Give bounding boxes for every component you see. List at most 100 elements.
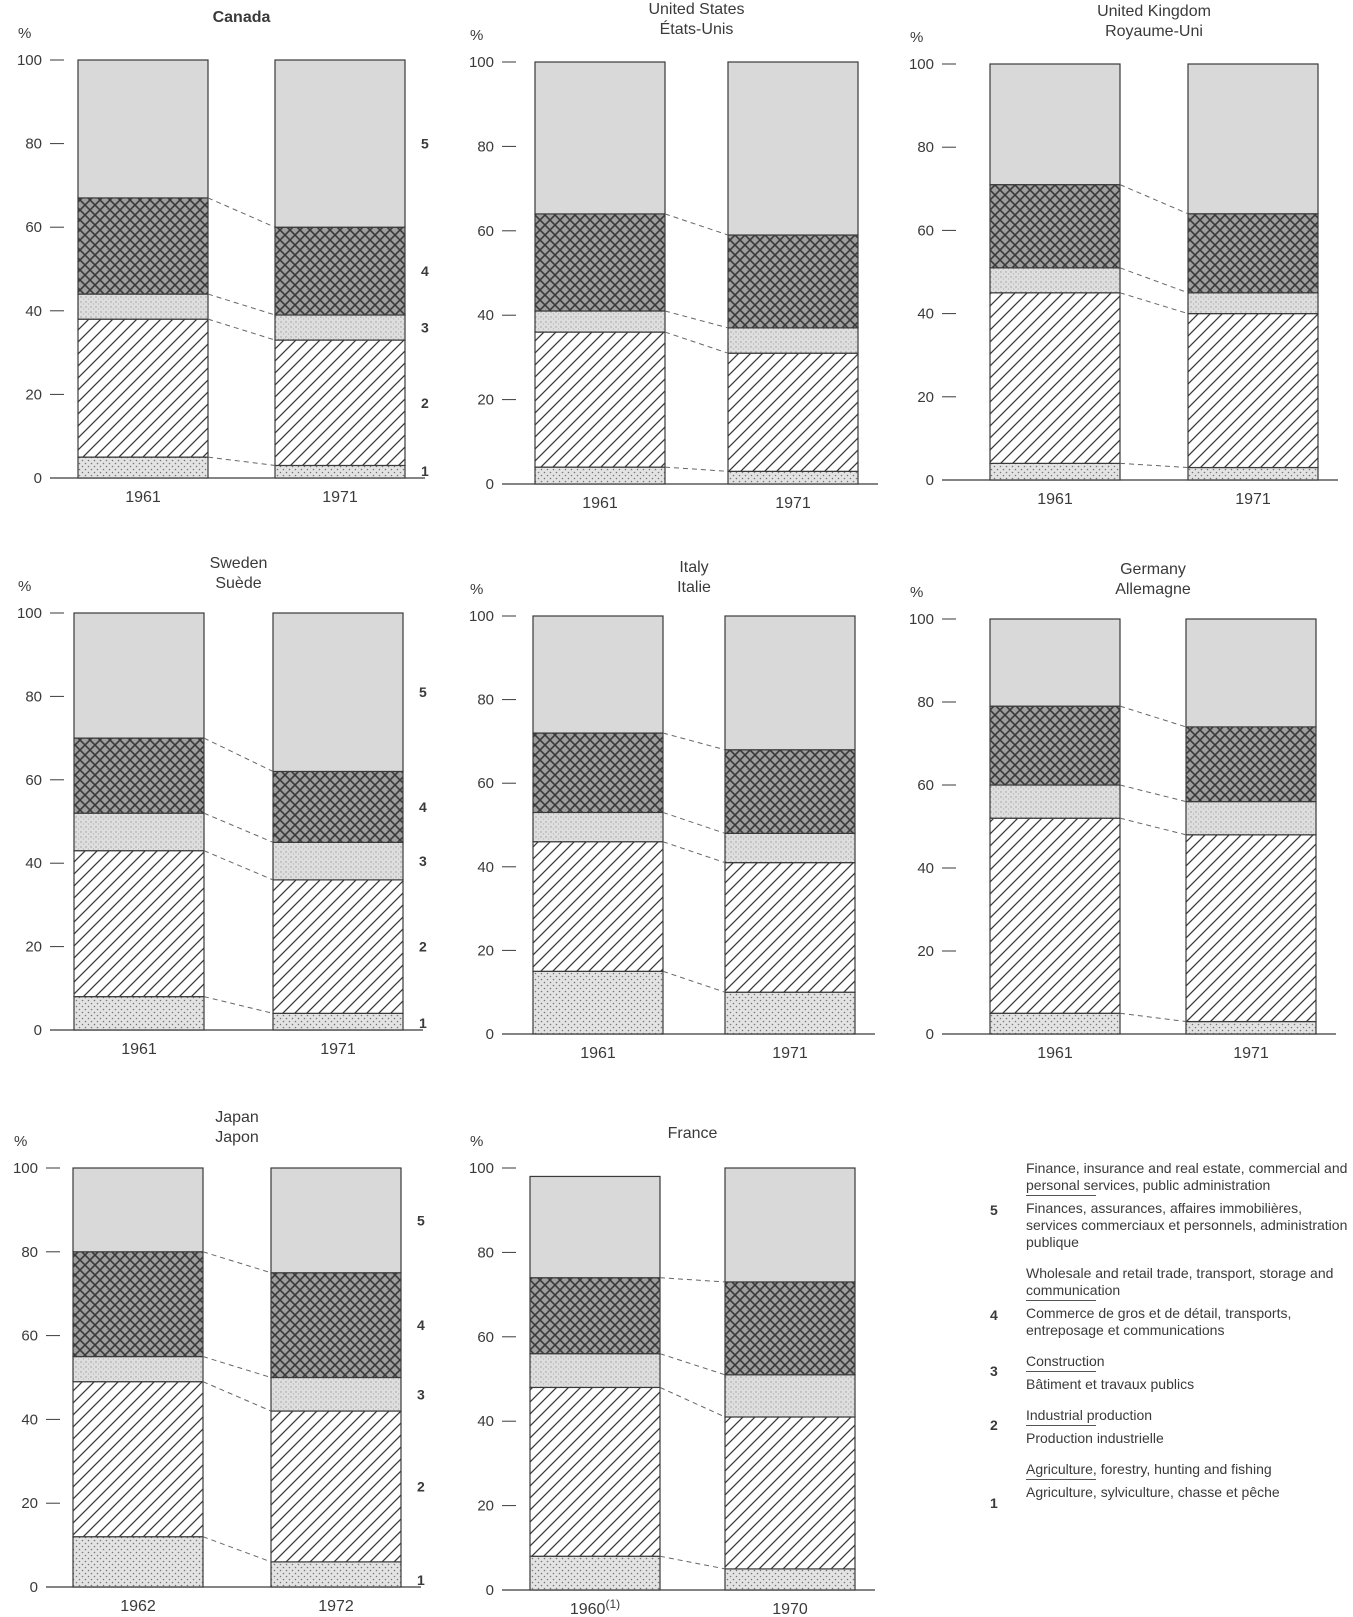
connector-line	[662, 841, 726, 864]
connector-line	[659, 1353, 726, 1376]
connector-line	[1119, 292, 1189, 315]
y-tick-label: 0	[486, 476, 494, 493]
connector-line	[202, 1251, 272, 1274]
y-tick-label: 40	[917, 860, 934, 877]
y-tick-label: 60	[477, 223, 494, 240]
y-axis-label: %	[910, 29, 923, 46]
bar-segment-3	[724, 832, 856, 864]
y-tick-label: 20	[917, 943, 934, 960]
y-tick-label: 0	[34, 1022, 42, 1039]
bar-segment-3	[532, 811, 664, 843]
connector-line	[203, 850, 274, 881]
bar-segment-1	[724, 991, 856, 1035]
bar-segment-4	[1185, 726, 1317, 803]
bar-segment-2	[532, 841, 664, 972]
y-tick-label: 20	[21, 1495, 38, 1512]
y-tick-label: 0	[34, 470, 42, 487]
panel-title: United Kingdom	[1097, 3, 1211, 20]
panel-subtitle: Italie	[677, 579, 711, 596]
connector-line	[202, 1381, 272, 1412]
y-tick-label: 0	[486, 1582, 494, 1599]
category-label: 1971	[1235, 491, 1271, 508]
panel-japan: Japan Japon% 0 20 40 60 80 100 1962 1972 1 2 3 4 5	[13, 1109, 425, 1615]
connector-line	[664, 331, 729, 354]
y-axis-label: %	[14, 1133, 27, 1150]
bar-segment-4	[73, 737, 205, 814]
connector-line	[1119, 184, 1189, 215]
bar-segment-4	[529, 1277, 661, 1355]
bar-segment-1	[72, 1536, 204, 1588]
bar-segment-2	[529, 1386, 661, 1557]
panel-canada: Canada% 0 20 40 60 80 100 1961 1971 1 2 3 4 5	[17, 9, 429, 506]
bar-segment-3	[270, 1376, 402, 1412]
y-tick-label: 80	[25, 688, 42, 705]
category-label: 1970	[772, 1601, 808, 1617]
connector-line	[207, 318, 276, 341]
category-label: 1961	[125, 489, 161, 506]
y-tick-label: 100	[469, 1160, 494, 1177]
bar-segment-1	[532, 970, 664, 1035]
category-label: 1961	[580, 1045, 616, 1062]
bar-segment-5	[274, 59, 406, 228]
legend-text-fr: Commerce de gros et de détail, transport…	[1026, 1305, 1292, 1338]
y-tick-label: 60	[917, 222, 934, 239]
bar-segment-1	[272, 1012, 404, 1031]
panel-subtitle: Allemagne	[1115, 581, 1191, 598]
connector-line	[664, 466, 729, 472]
y-tick-label: 60	[21, 1328, 38, 1345]
bar-segment-2	[989, 817, 1121, 1014]
category-label: 1971	[320, 1041, 356, 1058]
bar-segment-1	[727, 470, 859, 485]
y-tick-label: 40	[25, 303, 42, 320]
legend-number: 5	[990, 1202, 998, 1218]
legend-number: 4	[990, 1307, 998, 1323]
legend-number: 1	[990, 1495, 998, 1511]
bar-segment-3	[724, 1374, 856, 1418]
y-tick-label: 20	[477, 1498, 494, 1515]
y-tick-label: 40	[477, 859, 494, 876]
y-tick-label: 40	[477, 1413, 494, 1430]
connector-line	[664, 213, 729, 236]
connector-line	[664, 310, 729, 329]
legend-item-2: 2 Industrial production Production industr…	[980, 1407, 1350, 1447]
y-tick-label: 80	[917, 139, 934, 156]
legend-text-en: Industrial production	[1026, 1407, 1350, 1426]
y-tick-label: 20	[25, 386, 42, 403]
bar-segment-5	[724, 1167, 856, 1283]
y-tick-label: 100	[17, 52, 42, 69]
y-tick-label: 0	[926, 1026, 934, 1043]
bar-segment-1	[534, 466, 666, 485]
bar-segment-5	[532, 615, 664, 734]
bar-segment-5	[73, 612, 205, 739]
y-tick-label: 80	[917, 694, 934, 711]
segment-number-label: 4	[421, 263, 429, 279]
segment-number-label: 2	[419, 939, 427, 955]
segment-number-label: 5	[421, 136, 429, 152]
segment-number-label: 1	[419, 1015, 427, 1031]
bar-segment-4	[1187, 213, 1319, 294]
panel-title: France	[668, 1125, 718, 1142]
bar-segment-1	[274, 464, 406, 479]
panel-germany: Germany Allemagne% 0 20 40 60 80 100 1961 1971	[909, 561, 1336, 1062]
legend-text-fr: Finances, assurances, affaires immobiliè…	[1026, 1200, 1348, 1250]
panel-subtitle: Suède	[215, 575, 261, 592]
legend-text-en: Wholesale and retail trade, transport, s…	[1026, 1265, 1350, 1301]
bar-segment-3	[272, 841, 404, 881]
segment-number-label: 3	[421, 320, 429, 336]
y-tick-label: 60	[25, 219, 42, 236]
bar-segment-2	[272, 879, 404, 1014]
bar-segment-5	[270, 1167, 402, 1274]
y-tick-label: 100	[909, 56, 934, 73]
bar-segment-3	[72, 1355, 204, 1383]
y-axis-label: %	[18, 578, 31, 595]
bar-segment-5	[1187, 63, 1319, 215]
segment-number-label: 2	[417, 1478, 425, 1494]
panel-subtitle: Japon	[215, 1129, 259, 1146]
bar-segment-4	[989, 705, 1121, 786]
category-label: 1962	[120, 1598, 156, 1615]
segment-number-label: 1	[421, 463, 429, 479]
y-tick-label: 80	[21, 1244, 38, 1261]
connector-line	[1119, 462, 1189, 469]
category-label: 1961	[582, 495, 618, 512]
